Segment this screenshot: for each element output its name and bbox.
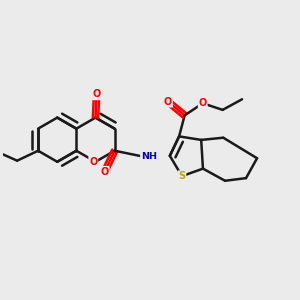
Text: O: O — [199, 98, 207, 108]
Text: O: O — [164, 97, 172, 107]
Text: O: O — [89, 157, 98, 167]
Text: NH: NH — [141, 152, 157, 161]
Text: S: S — [178, 171, 185, 181]
Text: O: O — [100, 167, 109, 177]
Text: O: O — [92, 89, 101, 99]
